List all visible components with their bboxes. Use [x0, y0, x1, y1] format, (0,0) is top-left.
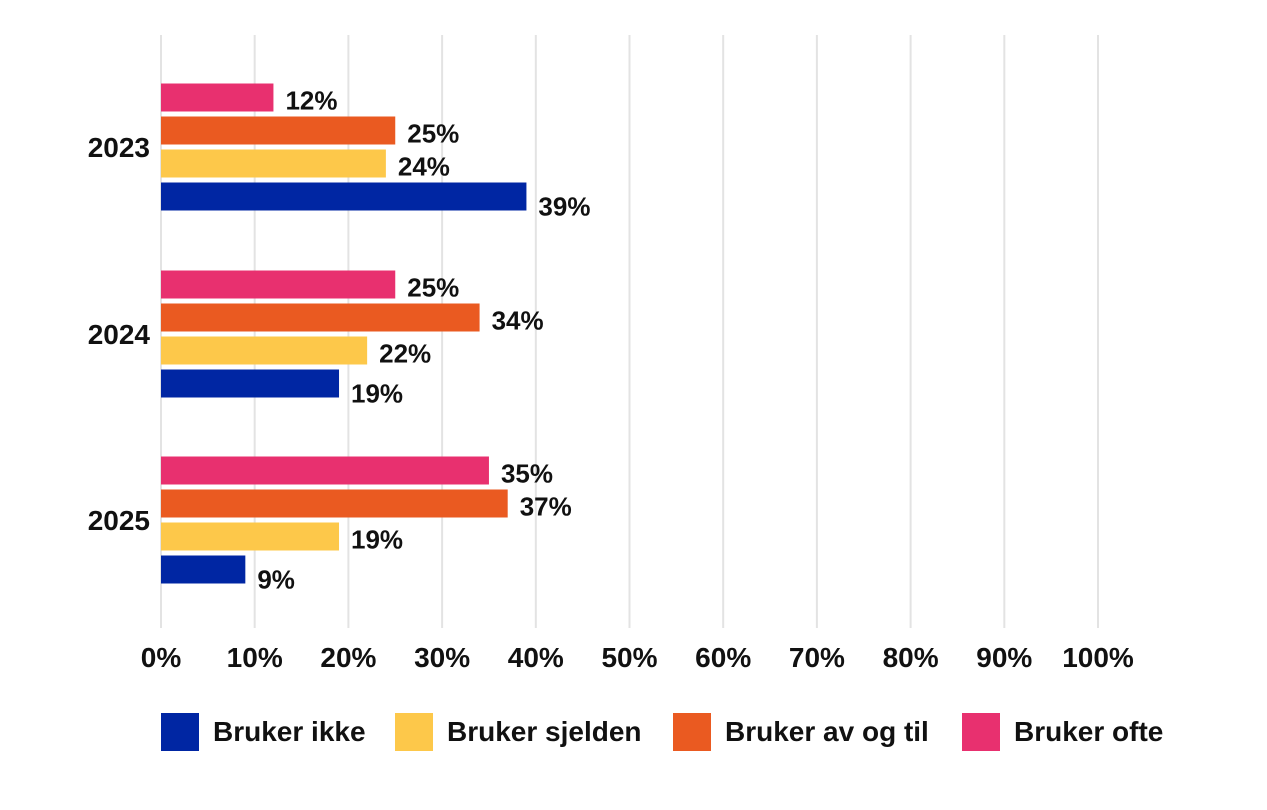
x-tick-label: 90%: [976, 642, 1032, 673]
x-tick-label: 20%: [320, 642, 376, 673]
bar: [161, 149, 386, 178]
legend: Bruker ikke Bruker sjelden Bruker av og ti…: [0, 712, 1267, 752]
category-label: 2025: [88, 505, 150, 536]
x-tick-label: 100%: [1062, 642, 1134, 673]
x-tick-label: 0%: [141, 642, 182, 673]
bar: [161, 522, 340, 551]
bar: [161, 303, 480, 332]
bar-value-label: 39%: [538, 192, 590, 222]
bar-value-label: 25%: [407, 273, 459, 303]
legend-swatch: [962, 713, 1000, 751]
x-tick-label: 10%: [227, 642, 283, 673]
x-tick-label: 30%: [414, 642, 470, 673]
legend-item: Bruker av og til: [673, 712, 929, 752]
bar: [161, 369, 340, 398]
x-tick-label: 70%: [789, 642, 845, 673]
bar-value-label: 24%: [398, 152, 450, 182]
legend-swatch: [673, 713, 711, 751]
legend-item: Bruker sjelden: [395, 712, 642, 752]
x-tick-labels-group: 0% 10% 20% 30% 40% 50% 60% 70% 80% 90% 100%: [141, 642, 1134, 673]
bar-value-label: 19%: [351, 379, 403, 409]
bar-value-label: 19%: [351, 525, 403, 555]
bar: [161, 336, 368, 365]
bar: [161, 270, 396, 299]
bar: [161, 116, 396, 145]
bar: [161, 182, 527, 211]
bar-value-label: 37%: [520, 492, 572, 522]
value-labels-group: 39%24%25%12%19%22%34%25%9%19%37%35%: [257, 86, 590, 595]
legend-label: Bruker av og til: [725, 716, 929, 747]
category-label: 2024: [88, 319, 151, 350]
legend-label: Bruker ofte: [1014, 716, 1164, 747]
bar-value-label: 9%: [257, 565, 295, 595]
bar: [161, 83, 274, 112]
bars-group: [161, 83, 527, 584]
bar-value-label: 12%: [285, 86, 337, 116]
legend-swatch: [161, 713, 199, 751]
legend-item: Bruker ofte: [962, 712, 1163, 752]
legend-item: Bruker ikke: [161, 712, 366, 752]
x-tick-label: 50%: [601, 642, 657, 673]
bar: [161, 489, 508, 518]
legend-label: Bruker ikke: [213, 716, 366, 747]
bar-value-label: 34%: [492, 306, 544, 336]
bar: [161, 456, 489, 485]
legend-swatch: [395, 713, 433, 751]
x-tick-label: 40%: [508, 642, 564, 673]
category-labels-group: 2023 2024 2025: [88, 132, 151, 536]
bar-value-label: 35%: [501, 459, 553, 489]
bar: [161, 555, 246, 584]
bar-value-label: 25%: [407, 119, 459, 149]
bar-value-label: 22%: [379, 339, 431, 369]
x-tick-label: 80%: [883, 642, 939, 673]
x-tick-label: 60%: [695, 642, 751, 673]
legend-label: Bruker sjelden: [447, 716, 642, 747]
category-label: 2023: [88, 132, 150, 163]
